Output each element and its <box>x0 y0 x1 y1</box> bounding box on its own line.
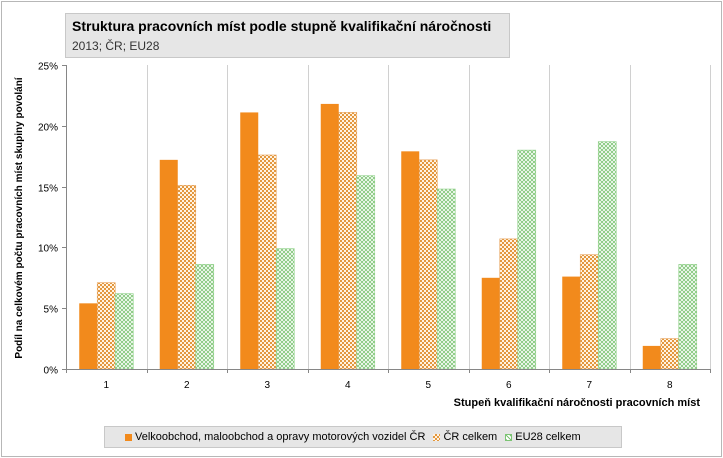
legend-swatch-cr <box>433 433 441 441</box>
x-tick-label: 5 <box>425 380 431 391</box>
legend-swatch-eu28 <box>505 433 513 441</box>
y-tick-label: 0% <box>44 366 59 377</box>
legend-label-cr: ČR celkem <box>443 431 498 443</box>
x-tick-label: 6 <box>506 380 512 391</box>
bar-series-1-cat-3 <box>240 112 259 369</box>
y-tick-label: 15% <box>38 184 58 195</box>
legend-item-eu28: EU28 celkem <box>505 431 581 443</box>
bar-series-2-cat-6 <box>499 238 519 370</box>
x-tick-label: 1 <box>103 380 109 391</box>
bar-series-2-cat-7 <box>579 254 599 370</box>
x-axis-label: Stupeň kvalifikační náročnosti pracovníc… <box>454 397 701 409</box>
bar-series-1-cat-6 <box>481 277 500 369</box>
legend: Velkoobchod, maloobchod a opravy motorov… <box>104 426 622 448</box>
x-tick-label: 8 <box>667 380 673 391</box>
chart-title: Struktura pracovních míst podle stupně k… <box>72 18 492 34</box>
x-tick-label: 7 <box>586 380 592 391</box>
bar-series-3-cat-6 <box>517 149 537 370</box>
y-tick-label: 25% <box>38 62 58 73</box>
bar-series-2-cat-3 <box>257 154 277 370</box>
legend-label-eu28: EU28 celkem <box>515 431 581 443</box>
bar-series-1-cat-4 <box>320 103 339 370</box>
bar-series-1-cat-5 <box>401 151 420 369</box>
y-axis-label: Podíl na celkovém počtu pracovních míst … <box>14 76 25 358</box>
y-tick-label: 10% <box>38 244 58 255</box>
legend-item-sector: Velkoobchod, maloobchod a opravy motorov… <box>125 431 425 443</box>
bar-series-2-cat-4 <box>338 112 358 370</box>
bar-series-2-cat-5 <box>418 159 438 370</box>
bar-series-3-cat-4 <box>356 175 376 370</box>
bar-series-1-cat-1 <box>79 303 98 369</box>
bar-series-3-cat-3 <box>275 248 295 370</box>
bar-series-2-cat-2 <box>177 185 197 370</box>
y-tick-label: 5% <box>44 305 59 316</box>
bar-series-3-cat-8 <box>678 264 698 370</box>
bar-series-3-cat-7 <box>597 141 617 370</box>
legend-label-sector: Velkoobchod, maloobchod a opravy motorov… <box>135 431 426 443</box>
y-tick-label: 20% <box>38 123 58 134</box>
x-tick-label: 4 <box>345 380 351 391</box>
x-tick-label: 2 <box>184 380 190 391</box>
bar-series-1-cat-7 <box>562 276 581 369</box>
bar-series-1-cat-8 <box>642 345 661 369</box>
legend-item-cr: ČR celkem <box>433 431 497 443</box>
bar-series-2-cat-8 <box>660 338 680 370</box>
bar-series-3-cat-2 <box>195 264 215 370</box>
bar-series-3-cat-5 <box>436 188 456 370</box>
x-tick-label: 3 <box>264 380 270 391</box>
legend-swatch-sector <box>125 433 132 441</box>
chart-subtitle: 2013; ČR; EU28 <box>72 39 160 53</box>
bar-series-1-cat-2 <box>159 159 178 369</box>
title-box: Struktura pracovních míst podle stupně k… <box>65 13 510 58</box>
bar-series-2-cat-1 <box>96 282 116 370</box>
bar-series-3-cat-1 <box>114 293 134 370</box>
